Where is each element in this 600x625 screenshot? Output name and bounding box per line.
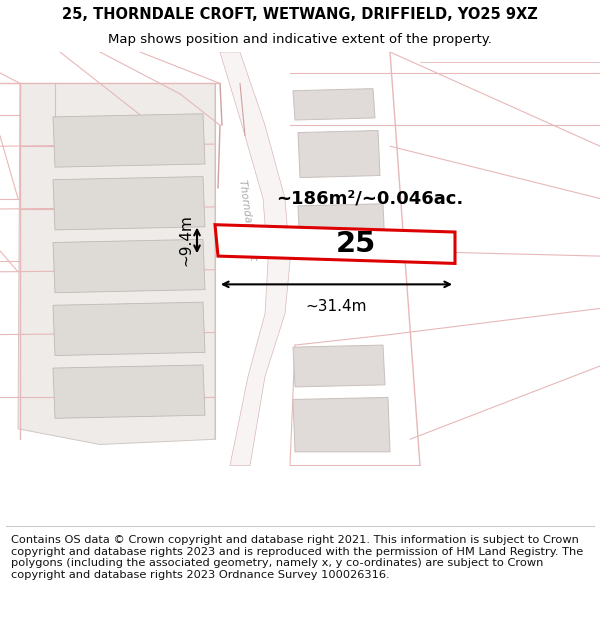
Polygon shape (53, 365, 205, 418)
Polygon shape (220, 52, 290, 466)
Polygon shape (53, 114, 205, 167)
Polygon shape (293, 398, 390, 452)
Text: ~9.4m: ~9.4m (178, 214, 193, 266)
Polygon shape (293, 89, 375, 120)
Polygon shape (215, 225, 455, 263)
Text: Thorndale Croft: Thorndale Croft (238, 179, 259, 261)
Polygon shape (53, 239, 205, 292)
Polygon shape (298, 204, 385, 251)
Text: Contains OS data © Crown copyright and database right 2021. This information is : Contains OS data © Crown copyright and d… (11, 535, 583, 580)
Polygon shape (293, 345, 385, 387)
Polygon shape (18, 83, 215, 444)
Text: 25, THORNDALE CROFT, WETWANG, DRIFFIELD, YO25 9XZ: 25, THORNDALE CROFT, WETWANG, DRIFFIELD,… (62, 7, 538, 22)
Text: Map shows position and indicative extent of the property.: Map shows position and indicative extent… (108, 32, 492, 46)
Text: ~186m²/~0.046ac.: ~186m²/~0.046ac. (277, 189, 464, 208)
Polygon shape (53, 176, 205, 230)
Text: ~31.4m: ~31.4m (306, 299, 367, 314)
Polygon shape (298, 131, 380, 178)
Text: 25: 25 (335, 230, 376, 258)
Polygon shape (53, 302, 205, 356)
